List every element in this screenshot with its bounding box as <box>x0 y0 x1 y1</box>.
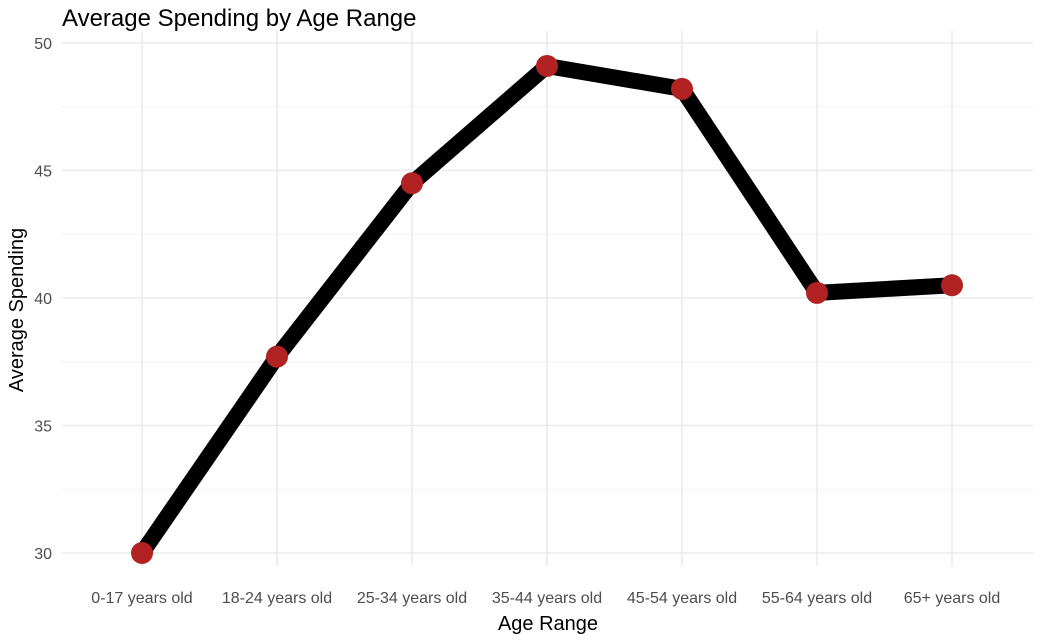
y-tick-label: 35 <box>34 419 52 436</box>
x-tick-label: 0-17 years old <box>91 590 192 607</box>
data-point <box>941 274 963 297</box>
x-axis-title: Age Range <box>498 613 598 635</box>
data-point <box>806 281 828 304</box>
grid <box>62 31 1033 566</box>
data-point <box>671 77 693 100</box>
chart-title: Average Spending by Age Range <box>62 5 417 32</box>
x-tick-label: 25-34 years old <box>357 590 467 607</box>
x-tick-label: 18-24 years old <box>222 590 332 607</box>
x-tick-label: 45-54 years old <box>627 590 737 607</box>
x-tick-label: 35-44 years old <box>492 590 602 607</box>
y-axis-ticks: 30 35 40 45 50 <box>34 36 52 563</box>
data-point <box>131 542 153 564</box>
data-point <box>266 345 288 368</box>
y-tick-label: 30 <box>34 546 52 563</box>
y-tick-label: 45 <box>34 164 52 181</box>
y-tick-label: 40 <box>34 291 52 308</box>
x-tick-label: 65+ years old <box>904 590 1001 607</box>
points-layer <box>131 54 963 564</box>
y-axis-title: Average Spending <box>6 228 28 392</box>
x-axis-ticks: 0-17 years old 18-24 years old 25-34 years… <box>91 590 1000 607</box>
x-tick-label: 55-64 years old <box>762 590 872 607</box>
data-point <box>536 54 558 77</box>
data-point <box>401 172 423 195</box>
y-tick-label: 50 <box>34 36 52 53</box>
